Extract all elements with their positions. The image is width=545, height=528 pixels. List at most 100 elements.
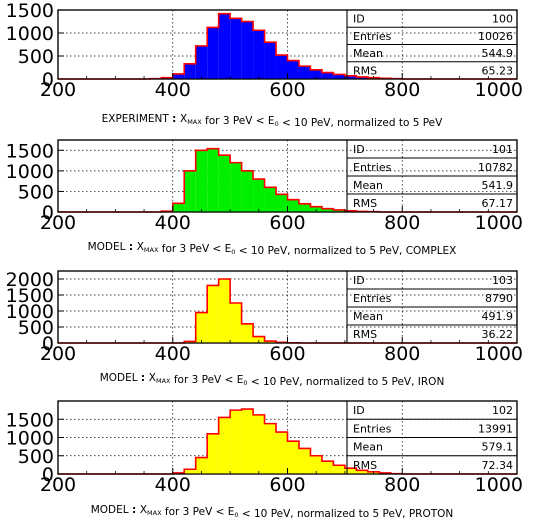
y-tick-label: 2000 <box>6 269 54 291</box>
x-tick-label: 400 <box>155 79 191 101</box>
stats-id-value: 100 <box>492 13 513 26</box>
histogram-bar <box>253 415 264 474</box>
stats-id-label: ID <box>353 274 365 287</box>
stats-id-label: ID <box>353 404 365 417</box>
histogram-bar <box>253 179 264 212</box>
caption-x-symbol: X <box>137 241 144 253</box>
stats-rms-value: 72.34 <box>482 459 514 472</box>
stats-id-label: ID <box>353 13 365 26</box>
panel-caption: MODEL : XMAX for 3 PeV < E0 < 10 PeV, no… <box>91 504 454 520</box>
y-tick-label: 0 <box>42 202 54 224</box>
histogram-bar <box>230 303 241 343</box>
caption-x-symbol: X <box>140 504 147 516</box>
histogram-bar <box>299 66 310 79</box>
caption-colon: : <box>141 372 149 384</box>
x-tick-label: 800 <box>384 212 420 234</box>
x-tick-label: 800 <box>384 343 420 365</box>
histogram-bar <box>242 22 253 80</box>
stats-entries-label: Entries <box>353 30 392 43</box>
x-tick-label: 400 <box>155 343 191 365</box>
panel-caption: MODEL : XMAX for 3 PeV < E0 < 10 PeV, no… <box>88 241 457 257</box>
stats-mean-label: Mean <box>353 47 383 60</box>
x-tick-label: 600 <box>269 212 305 234</box>
stats-mean-value: 491.9 <box>482 310 514 323</box>
caption-x-subscript: MAX <box>187 118 202 126</box>
caption-prefix: MODEL <box>88 241 129 253</box>
x-tick-label: 400 <box>155 212 191 234</box>
stats-mean-label: Mean <box>353 179 383 192</box>
stats-id-value: 103 <box>492 274 513 287</box>
histogram-bar <box>196 150 207 212</box>
caption-prefix: MODEL <box>100 372 141 384</box>
y-tick-label: 500 <box>18 46 54 68</box>
histogram-bar <box>173 203 184 212</box>
x-tick-label: 600 <box>269 474 305 496</box>
stats-entries-label: Entries <box>353 292 392 305</box>
stats-rms-label: RMS <box>353 459 377 472</box>
caption-suffix: < 10 PeV, normalized to 5 PeV, COMPLEX <box>235 245 456 257</box>
stats-entries-value: 10782 <box>478 161 513 174</box>
histogram-bar <box>184 64 195 79</box>
histogram-bar <box>207 27 218 79</box>
stats-id-value: 101 <box>492 143 513 156</box>
caption-x-symbol: X <box>180 113 187 125</box>
panel-caption: EXPERIMENT : XMAX for 3 PeV < E0 < 10 Pe… <box>102 113 444 129</box>
caption-colon: : <box>129 241 137 253</box>
caption-prefix: MODEL <box>91 504 132 516</box>
x-tick-label: 800 <box>384 474 420 496</box>
stats-mean-label: Mean <box>353 441 383 454</box>
stats-mean-value: 541.9 <box>482 179 514 192</box>
caption-suffix: < 10 PeV, normalized to 5 PeV <box>279 117 443 129</box>
stats-entries-label: Entries <box>353 422 392 435</box>
stats-mean-label: Mean <box>353 310 383 323</box>
caption-x-symbol: X <box>149 372 156 384</box>
x-tick-label: 1000 <box>475 474 523 496</box>
histogram-bar <box>219 417 230 474</box>
stats-entries-value: 8790 <box>485 292 513 305</box>
x-tick-label: 600 <box>269 79 305 101</box>
caption-mid: for 3 PeV < E <box>171 374 244 386</box>
stats-rms-value: 65.23 <box>482 64 514 77</box>
histogram-bar <box>242 171 253 212</box>
x-tick-label: 1000 <box>475 343 523 365</box>
y-tick-label: 1000 <box>6 161 54 183</box>
stats-rms-label: RMS <box>353 197 377 210</box>
histogram-bar <box>207 285 218 343</box>
histogram-bar <box>230 163 241 212</box>
histogram-bar <box>299 448 310 474</box>
y-tick-label: 1500 <box>6 409 54 431</box>
stats-id-label: ID <box>353 143 365 156</box>
stats-mean-value: 579.1 <box>482 441 514 454</box>
stats-rms-label: RMS <box>353 64 377 77</box>
caption-colon: : <box>132 504 140 516</box>
histogram-bar <box>322 73 333 79</box>
stats-entries-value: 10026 <box>478 30 513 43</box>
histogram-bar <box>196 313 207 343</box>
histogram-bar <box>276 432 287 474</box>
histogram-bar <box>288 200 299 212</box>
caption-mid: for 3 PeV < E <box>158 243 231 255</box>
stats-entries-label: Entries <box>353 161 392 174</box>
y-tick-label: 0 <box>42 69 54 91</box>
stats-id-value: 102 <box>492 404 513 417</box>
stats-rms-label: RMS <box>353 328 377 341</box>
histogram-bar <box>288 61 299 79</box>
x-tick-label: 400 <box>155 474 191 496</box>
caption-x-subscript: MAX <box>156 377 171 385</box>
caption-prefix: EXPERIMENT <box>102 113 173 125</box>
histogram-bar <box>207 149 218 212</box>
y-tick-label: 1000 <box>6 23 54 45</box>
histogram-bar <box>322 461 333 474</box>
histogram-bar <box>242 409 253 474</box>
caption-x-subscript: MAX <box>147 509 162 517</box>
caption-colon: : <box>172 113 180 125</box>
histogram-bar <box>230 410 241 474</box>
histogram-bar <box>276 55 287 79</box>
histogram-bar <box>207 434 218 474</box>
